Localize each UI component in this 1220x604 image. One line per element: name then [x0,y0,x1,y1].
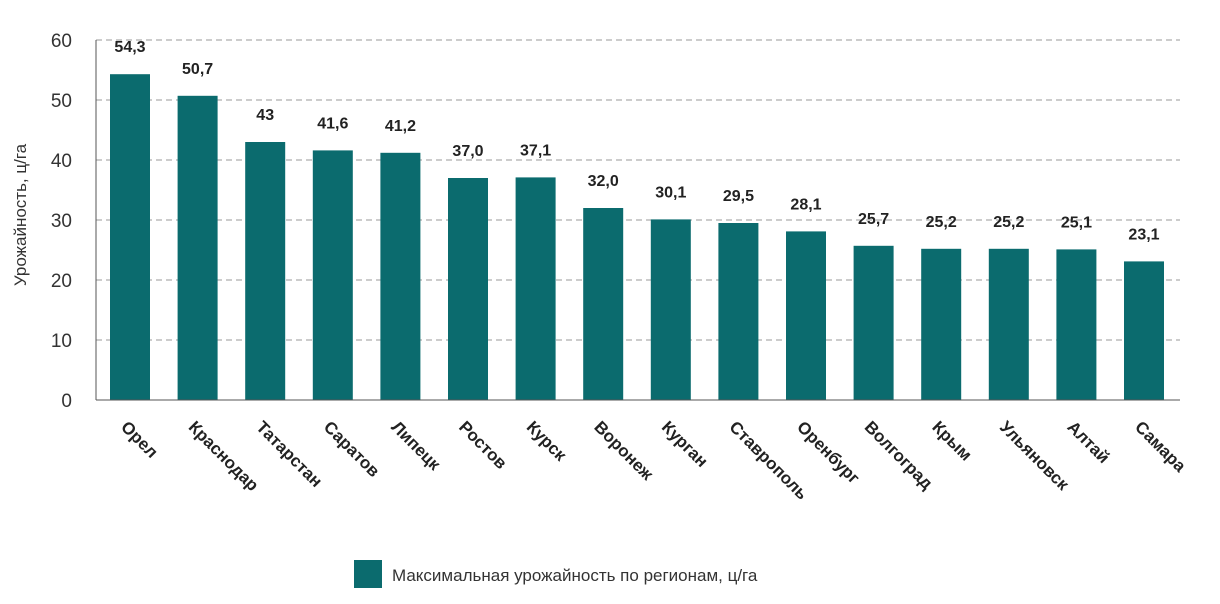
category-label: Краснодар [185,417,263,495]
category-label: Ульяновск [996,417,1073,494]
category-label: Крым [928,417,975,464]
data-labels: 54,3 50,7 43 41,6 41,2 37,0 37,1 32,0 30,1 29,5 28… [114,39,1159,243]
bar [177,95,218,401]
data-label: 30,1 [655,184,686,201]
bar [110,74,150,400]
data-label: 23,1 [1128,226,1159,243]
data-label: 32,0 [588,173,619,190]
data-label: 25,7 [858,211,889,228]
bar [988,248,1029,400]
category-label: Курган [658,417,712,471]
bar [448,178,488,400]
bar [1056,249,1097,400]
y-tick-label: 10 [51,331,72,352]
category-label: Саратов [320,417,383,480]
y-tick-label: 40 [51,151,72,172]
category-label: Татарстан [252,417,326,491]
category-label: Волгоград [861,417,937,493]
bar [853,245,894,400]
y-tick-label: 30 [51,211,72,232]
bar [583,208,624,400]
category-label: Липецк [388,417,445,474]
y-tick-label: 60 [51,31,72,52]
data-label: 41,6 [317,115,348,132]
data-label: 28,1 [790,196,821,213]
bar [1124,261,1164,400]
data-label: 41,2 [385,118,416,135]
data-label: 43 [256,107,274,124]
category-label: Самара [1131,417,1190,476]
legend: Максимальная урожайность по регионам, ц/… [354,560,758,588]
data-label: 25,2 [926,214,957,231]
category-label: Алтай [1064,417,1114,467]
data-label: 37,1 [520,142,551,159]
category-label: Курск [523,417,571,465]
bar [921,248,962,400]
data-label: 25,2 [993,214,1024,231]
data-label: 54,3 [114,39,145,56]
bar [312,150,353,400]
category-label: Орел [117,417,161,461]
category-label: Ростов [455,417,510,472]
legend-swatch [354,560,382,588]
y-tick-label: 20 [51,271,72,292]
category-label: Воронеж [590,417,657,484]
bar [786,231,826,400]
y-axis-label: Урожайность, ц/га [11,143,30,286]
bar [515,177,556,400]
category-label: Оренбург [793,417,863,487]
bar [718,223,759,400]
bars [110,74,1164,401]
data-label: 50,7 [182,61,213,78]
y-tick-label: 0 [61,391,72,412]
data-label: 29,5 [723,188,754,205]
data-label: 37,0 [452,143,483,160]
bar [650,219,691,400]
legend-label: Максимальная урожайность по регионам, ц/… [392,566,758,585]
bar [380,152,421,400]
y-axis-ticks: 0 10 20 30 40 50 60 [51,31,72,412]
y-tick-label: 50 [51,91,72,112]
bar [245,142,286,400]
data-label: 25,1 [1061,214,1092,231]
